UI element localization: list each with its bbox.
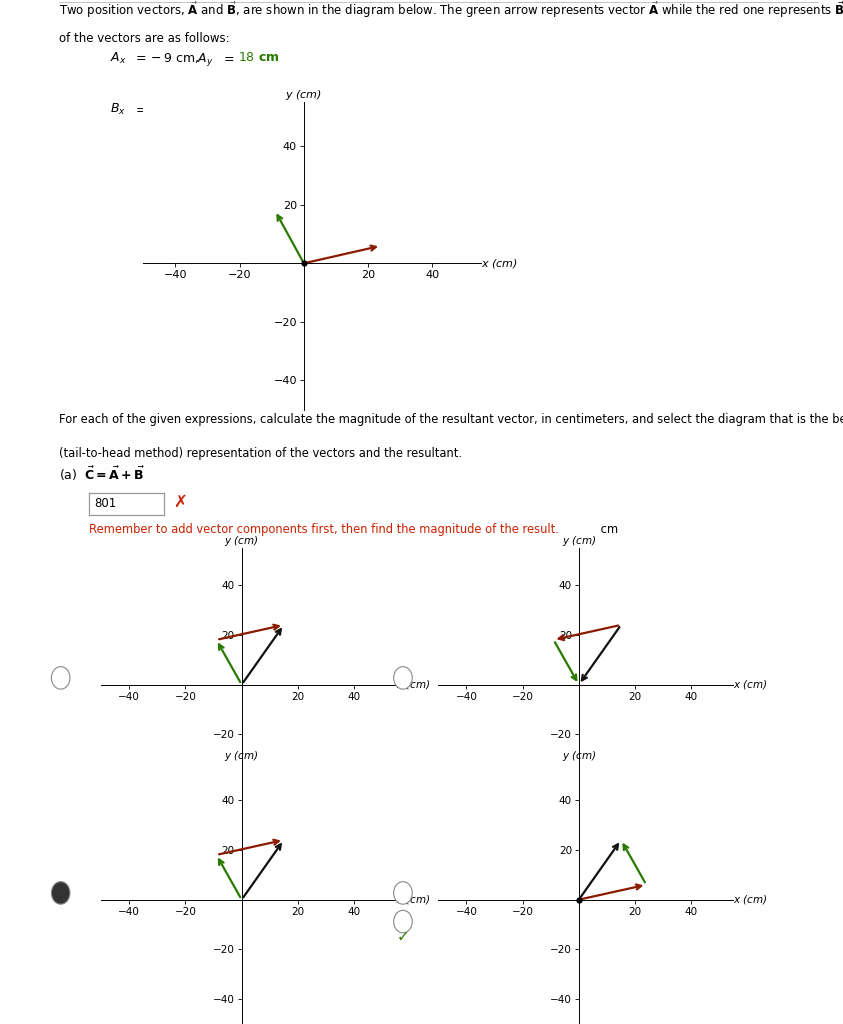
Text: $y$ (cm): $y$ (cm): [224, 534, 259, 548]
Text: of the vectors are as follows:: of the vectors are as follows:: [59, 33, 229, 45]
Text: $x$ (cm): $x$ (cm): [481, 257, 518, 269]
Text: $y$ (cm): $y$ (cm): [561, 534, 596, 548]
Text: $6$ cm: $6$ cm: [238, 101, 271, 115]
Text: $y$ (cm): $y$ (cm): [561, 749, 596, 763]
Text: $=$: $=$: [221, 51, 234, 65]
Text: $x$ (cm): $x$ (cm): [733, 893, 768, 906]
Text: ✓: ✓: [396, 930, 410, 944]
Text: ✗: ✗: [173, 493, 186, 511]
Text: $y$ (cm): $y$ (cm): [286, 88, 322, 102]
Text: 801: 801: [94, 498, 117, 510]
Text: $x$ (cm): $x$ (cm): [733, 678, 768, 691]
Text: (tail-to-head method) representation of the vectors and the resultant.: (tail-to-head method) representation of …: [59, 447, 462, 460]
Text: (a)  $\mathbf{\vec{C} = \vec{A} + \vec{B}}$: (a) $\mathbf{\vec{C} = \vec{A} + \vec{B}…: [59, 465, 145, 483]
Text: $=$: $=$: [221, 101, 234, 115]
Text: Remember to add vector components first, then find the magnitude of the result.: Remember to add vector components first,…: [89, 523, 558, 536]
Text: $A_x$: $A_x$: [110, 51, 126, 67]
Text: $18$ cm: $18$ cm: [238, 51, 279, 65]
Text: Two position vectors, $\mathbf{\vec{A}}$ and $\mathbf{\vec{B}}$, are shown in th: Two position vectors, $\mathbf{\vec{A}}$…: [59, 0, 843, 19]
Text: $B_x$: $B_x$: [110, 101, 126, 117]
Text: $= -9$ cm,: $= -9$ cm,: [133, 51, 200, 66]
Text: $y$ (cm): $y$ (cm): [224, 749, 259, 763]
Text: For each of the given expressions, calculate the magnitude of the resultant vect: For each of the given expressions, calcu…: [59, 413, 843, 426]
Text: $B_y$: $B_y$: [197, 101, 213, 119]
Text: cm: cm: [597, 523, 618, 536]
Text: $A_y$: $A_y$: [197, 51, 214, 69]
Text: $x$ (cm): $x$ (cm): [396, 678, 431, 691]
Text: $24$ cm: $24$ cm: [148, 101, 190, 115]
Text: $=$: $=$: [133, 101, 147, 115]
Text: $x$ (cm): $x$ (cm): [396, 893, 431, 906]
